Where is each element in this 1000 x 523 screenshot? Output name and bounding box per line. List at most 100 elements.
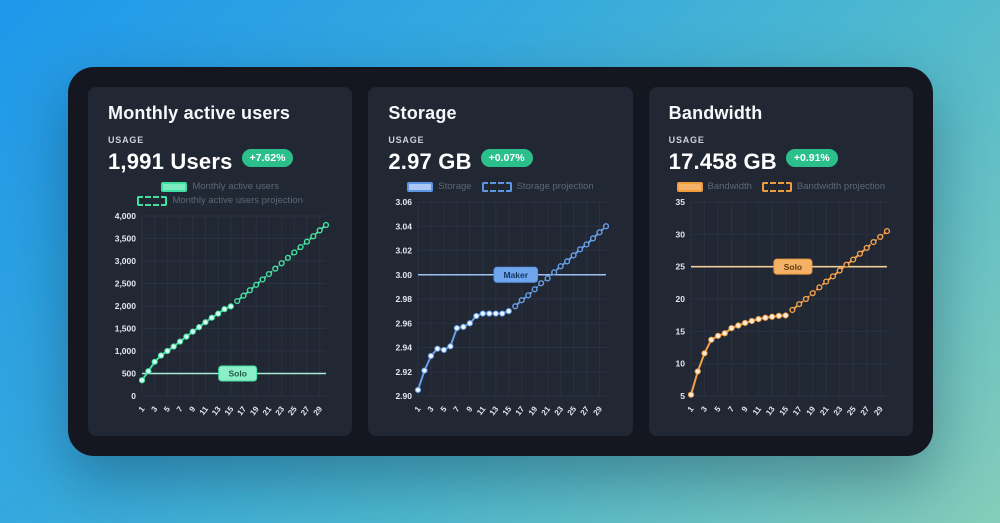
svg-text:25: 25 — [675, 262, 685, 272]
svg-text:1: 1 — [137, 404, 147, 413]
svg-text:17: 17 — [791, 404, 804, 417]
solid-series-swatch-icon — [676, 181, 703, 192]
svg-text:3: 3 — [426, 404, 436, 413]
svg-text:25: 25 — [286, 404, 299, 417]
svg-text:5: 5 — [680, 391, 685, 401]
svg-text:13: 13 — [488, 404, 501, 417]
svg-text:3.02: 3.02 — [396, 246, 413, 256]
chart-legend: Bandwidth Bandwidth projection — [669, 181, 893, 192]
svg-text:13: 13 — [210, 404, 223, 417]
legend-label: Bandwidth projection — [796, 181, 886, 192]
svg-text:5: 5 — [162, 404, 172, 413]
line-chart-monthly-active-users[interactable]: 0 500 1,000 1,500 2,000 2,500 3,000 3,500 4,000 1… — [108, 210, 332, 426]
svg-text:1,000: 1,000 — [115, 346, 137, 356]
svg-text:13: 13 — [764, 404, 777, 417]
legend-label: Storage — [438, 181, 472, 192]
svg-text:11: 11 — [198, 404, 211, 417]
svg-text:23: 23 — [831, 404, 844, 417]
legend-label: Monthly active users projection — [172, 195, 303, 206]
legend-item-solid: Bandwidth — [676, 181, 752, 192]
svg-text:25: 25 — [845, 404, 858, 417]
usage-dashboard-panel: Monthly active users USAGE 1,991 Users +… — [68, 67, 933, 456]
svg-text:17: 17 — [236, 404, 249, 417]
legend-item-dashed: Storage projection — [481, 181, 594, 192]
chart-legend: Monthly active users Monthly active user… — [108, 181, 332, 206]
svg-text:7: 7 — [726, 404, 736, 413]
dashed-series-swatch-icon — [481, 181, 512, 192]
svg-text:29: 29 — [872, 404, 885, 417]
svg-text:3.04: 3.04 — [396, 221, 413, 231]
svg-text:23: 23 — [274, 404, 287, 417]
usage-value: 2.97 GB — [388, 149, 472, 174]
svg-text:3,000: 3,000 — [115, 256, 137, 266]
svg-text:3: 3 — [699, 404, 709, 413]
line-chart-bandwidth[interactable]: 5 10 15 20 25 30 35 1 3 5 7 9 11 13 15 17 19 21 23 25 27 29 So… — [669, 196, 893, 426]
svg-text:2.92: 2.92 — [396, 367, 413, 377]
svg-text:27: 27 — [858, 404, 871, 417]
card-storage: Storage USAGE 2.97 GB +0.07% Storage Sto… — [368, 87, 633, 436]
svg-text:35: 35 — [675, 197, 685, 207]
svg-text:3.00: 3.00 — [396, 270, 413, 280]
svg-text:2.98: 2.98 — [396, 294, 413, 304]
chart-svg: 2.902.922.942.962.983.003.023.043.061 3 5 7… — [396, 197, 610, 417]
legend-item-solid: Storage — [407, 181, 472, 192]
usage-label: USAGE — [668, 135, 705, 145]
line-chart-storage[interactable]: 2.90 2.92 2.94 2.96 2.98 3.00 3.02 3.04 3.06 1 3 5 7… — [388, 196, 612, 426]
svg-text:19: 19 — [527, 404, 540, 417]
svg-text:Solo: Solo — [783, 262, 801, 272]
svg-text:19: 19 — [804, 404, 817, 417]
svg-text:21: 21 — [818, 404, 831, 417]
card-title: Monthly active users — [108, 103, 291, 123]
svg-text:15: 15 — [675, 326, 685, 336]
svg-text:500: 500 — [122, 369, 136, 379]
card-title: Bandwidth — [668, 103, 763, 123]
usage-value-row: 17.458 GB +0.91% — [669, 149, 893, 174]
svg-text:2.96: 2.96 — [396, 318, 413, 328]
svg-text:5: 5 — [439, 404, 449, 413]
card-bandwidth: Bandwidth USAGE 17.458 GB +0.91% Bandwid… — [648, 87, 913, 436]
svg-text:19: 19 — [248, 404, 261, 417]
card-monthly-active-users: Monthly active users USAGE 1,991 Users +… — [88, 87, 353, 436]
svg-text:7: 7 — [175, 404, 185, 413]
legend-label: Bandwidth — [707, 181, 752, 192]
svg-text:15: 15 — [777, 404, 790, 417]
delta-badge: +0.91% — [785, 149, 838, 167]
usage-label: USAGE — [388, 135, 425, 145]
svg-text:11: 11 — [751, 404, 764, 417]
svg-text:5: 5 — [712, 404, 722, 413]
legend-label: Storage projection — [516, 181, 594, 192]
chart-legend: Storage Storage projection — [388, 181, 612, 192]
delta-badge: +7.62% — [241, 149, 294, 167]
usage-value: 1,991 Users — [108, 149, 233, 174]
svg-text:9: 9 — [465, 404, 475, 413]
svg-text:17: 17 — [514, 404, 527, 417]
svg-text:3,500: 3,500 — [115, 234, 137, 244]
usage-value: 17.458 GB — [668, 149, 777, 174]
solid-series-swatch-icon — [161, 181, 188, 192]
legend-label: Monthly active users — [192, 181, 279, 192]
svg-text:2.90: 2.90 — [396, 391, 413, 401]
svg-text:1,500: 1,500 — [115, 324, 137, 334]
svg-text:9: 9 — [739, 404, 749, 413]
svg-text:10: 10 — [675, 359, 685, 369]
svg-text:27: 27 — [579, 404, 592, 417]
usage-value-row: 1,991 Users +7.62% — [108, 149, 332, 174]
delta-badge: +0.07% — [480, 149, 533, 167]
svg-text:7: 7 — [452, 404, 462, 413]
legend-item-dashed: Bandwidth projection — [761, 181, 886, 192]
svg-text:15: 15 — [223, 404, 236, 417]
usage-label: USAGE — [108, 135, 145, 145]
svg-text:23: 23 — [553, 404, 566, 417]
legend-item-dashed: Monthly active users projection — [137, 195, 303, 206]
card-title: Storage — [388, 103, 457, 123]
usage-value-row: 2.97 GB +0.07% — [388, 149, 612, 174]
svg-text:30: 30 — [675, 229, 685, 239]
solid-series-swatch-icon — [407, 181, 434, 192]
svg-text:15: 15 — [501, 404, 514, 417]
dashed-series-swatch-icon — [761, 181, 792, 192]
svg-text:20: 20 — [675, 294, 685, 304]
dashed-series-swatch-icon — [137, 195, 168, 206]
svg-text:4,000: 4,000 — [115, 211, 137, 221]
svg-text:11: 11 — [475, 404, 488, 417]
